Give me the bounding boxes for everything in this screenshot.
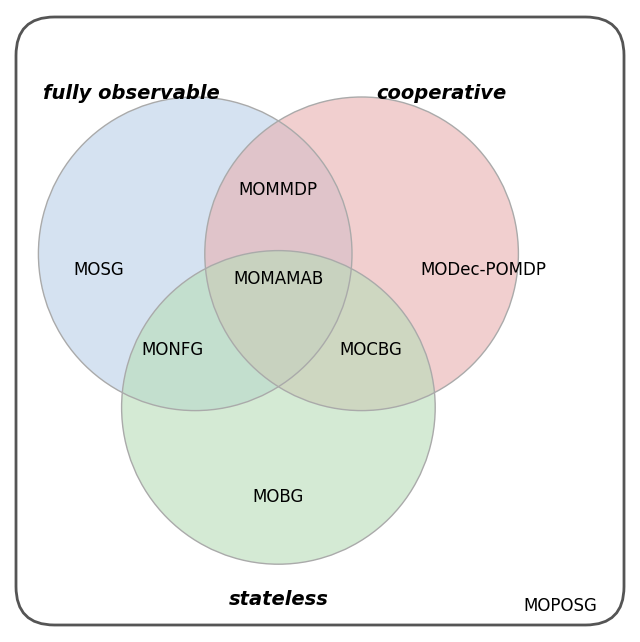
Text: MOMMDP: MOMMDP	[239, 181, 318, 199]
Text: MOSG: MOSG	[74, 261, 125, 279]
Text: cooperative: cooperative	[376, 84, 507, 103]
Text: stateless: stateless	[228, 590, 328, 609]
Text: fully observable: fully observable	[43, 84, 220, 103]
Circle shape	[38, 97, 352, 411]
Text: MONFG: MONFG	[141, 341, 204, 359]
Text: MODec-POMDP: MODec-POMDP	[420, 261, 546, 279]
Text: MOPOSG: MOPOSG	[523, 597, 597, 615]
Text: MOCBG: MOCBG	[340, 341, 403, 359]
Circle shape	[205, 97, 518, 411]
Text: MOBG: MOBG	[253, 488, 304, 506]
Circle shape	[122, 250, 435, 564]
Text: MOMAMAB: MOMAMAB	[233, 270, 324, 288]
